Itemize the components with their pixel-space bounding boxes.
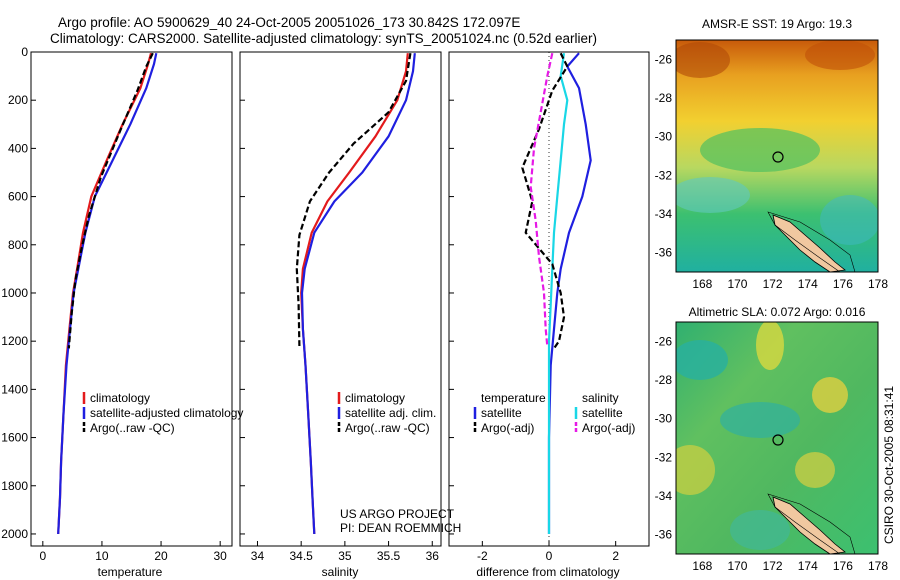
sst-map-image <box>676 40 878 272</box>
map-y-tick-label: -26 <box>655 52 673 66</box>
map-y-tick-label: -28 <box>655 91 673 105</box>
map-x-tick-label: 172 <box>763 277 783 291</box>
x-tick-label: 35 <box>338 549 352 563</box>
y-tick-label: 1200 <box>1 334 28 348</box>
series-line-climatology <box>300 53 409 535</box>
legend-temperature-heading: temperature <box>481 391 546 405</box>
side-timestamp: CSIRO 30-Oct-2005 08:31:41 <box>882 386 896 544</box>
series-line-argo-raw-qc- <box>67 52 154 349</box>
x-tick-label: 2 <box>612 549 619 563</box>
map-x-tick-label: 178 <box>868 559 888 573</box>
legend-argo-sal: Argo(..raw -QC) <box>345 421 430 435</box>
x-tick-label: 35.5 <box>377 549 401 563</box>
map-y-tick-label: -34 <box>655 489 673 503</box>
salinity-legend: climatology satellite adj. clim. Argo(..… <box>337 391 436 435</box>
sla-map-frame <box>675 321 879 555</box>
map-y-tick-label: -36 <box>655 246 673 260</box>
x-tick-label: 34.5 <box>289 549 313 563</box>
salinity-xlabel: salinity <box>322 565 359 579</box>
y-tick-label: 400 <box>8 141 28 155</box>
credit-line-1: US ARGO PROJECT <box>340 507 455 521</box>
x-tick-label: 0 <box>546 549 553 563</box>
y-tick-label: 1600 <box>1 431 28 445</box>
sla-argo-marker <box>772 434 784 446</box>
temperature-xlabel: temperature <box>98 565 163 579</box>
y-tick-label: 0 <box>21 45 28 59</box>
series-line-argo-raw-qc- <box>295 53 412 347</box>
map-x-tick-label: 174 <box>798 559 818 573</box>
series-line-climatology <box>57 52 153 535</box>
series-line-satellite-adj-clim- <box>300 53 416 535</box>
sst-map-frame <box>675 39 879 273</box>
legend-climatology: climatology <box>90 391 150 405</box>
temperature-panel <box>30 51 233 547</box>
sla-map-title: Altimetric SLA: 0.072 Argo: 0.016 <box>689 305 866 319</box>
x-tick-label: 34 <box>251 549 265 563</box>
y-tick-label: 600 <box>8 190 28 204</box>
map-y-tick-label: -36 <box>655 528 673 542</box>
map-x-tick-label: 178 <box>868 277 888 291</box>
legend-temp-argo: Argo(-adj) <box>481 421 534 435</box>
legend-sal-satellite: satellite <box>582 406 623 420</box>
map-x-tick-label: 168 <box>692 559 712 573</box>
legend-satellite-sal: satellite adj. clim. <box>345 406 436 420</box>
legend-argo: Argo(..raw -QC) <box>90 421 175 435</box>
y-tick-label: 1000 <box>1 286 28 300</box>
y-tick-label: 2000 <box>1 527 28 541</box>
map-x-tick-label: 176 <box>833 559 853 573</box>
map-x-tick-label: 170 <box>727 277 747 291</box>
y-tick-label: 1800 <box>1 479 28 493</box>
legend-climatology-sal: climatology <box>345 391 405 405</box>
x-tick-label: -2 <box>477 549 488 563</box>
series-line-temperature-argo-adj- <box>521 52 569 350</box>
map-y-tick-label: -32 <box>655 450 673 464</box>
series-line-salinity-satellite <box>547 53 569 534</box>
y-tick-label: 200 <box>8 93 28 107</box>
legend-temp-satellite: satellite <box>481 406 522 420</box>
map-y-tick-label: -26 <box>655 334 673 348</box>
map-y-tick-label: -28 <box>655 373 673 387</box>
map-y-tick-label: -34 <box>655 207 673 221</box>
legend-satellite-adjusted: satellite-adjusted climatology <box>90 406 243 420</box>
legend-salinity-heading: salinity <box>582 391 619 405</box>
temperature-legend: climatology satellite-adjusted climatolo… <box>82 391 243 435</box>
x-tick-label: 36 <box>426 549 440 563</box>
credit-line-2: PI: DEAN ROEMMICH <box>340 521 461 535</box>
legend-sal-argo: Argo(-adj) <box>582 421 635 435</box>
y-tick-label: 800 <box>8 238 28 252</box>
map-x-tick-label: 170 <box>727 559 747 573</box>
difference-legend: temperature satellite Argo(-adj) salinit… <box>473 391 635 435</box>
difference-xlabel: difference from climatology <box>476 565 619 579</box>
x-tick-label: 0 <box>39 549 46 563</box>
map-x-tick-label: 168 <box>692 277 712 291</box>
sla-map-image <box>676 322 878 554</box>
salinity-panel <box>239 51 442 547</box>
sst-argo-marker <box>772 151 784 163</box>
sst-map-title: AMSR-E SST: 19 Argo: 19.3 <box>702 17 852 31</box>
map-y-tick-label: -30 <box>655 412 673 426</box>
x-tick-label: 10 <box>95 549 109 563</box>
map-x-tick-label: 176 <box>833 277 853 291</box>
map-x-tick-label: 172 <box>763 559 783 573</box>
header-line-2: Climatology: CARS2000. Satellite-adjuste… <box>50 31 597 46</box>
series-line-temperature-satellite <box>547 52 592 534</box>
y-tick-label: 1400 <box>1 382 28 396</box>
x-tick-label: 20 <box>154 549 168 563</box>
x-tick-label: 30 <box>213 549 227 563</box>
map-x-tick-label: 174 <box>798 277 818 291</box>
map-y-tick-label: -32 <box>655 168 673 182</box>
map-y-tick-label: -30 <box>655 130 673 144</box>
series-line-salinity-argo-adj- <box>529 52 554 347</box>
header-line-1: Argo profile: AO 5900629_40 24-Oct-2005 … <box>58 15 520 30</box>
